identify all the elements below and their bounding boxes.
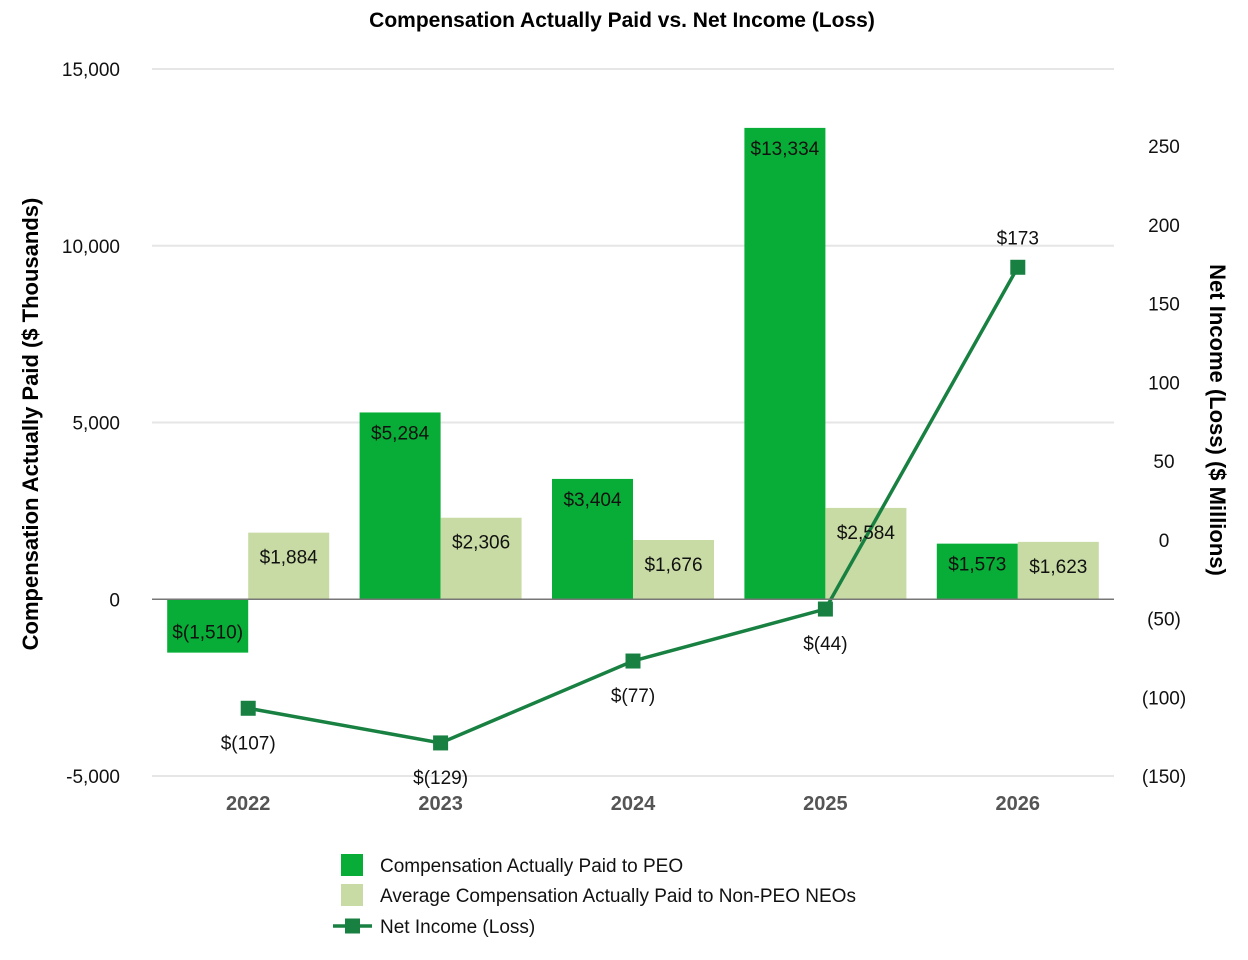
y2-axis-label: Net Income (Loss) ($ Millions) bbox=[1205, 264, 1230, 576]
bar-data-label: $13,334 bbox=[751, 139, 820, 160]
y2-tick-label: 100 bbox=[1148, 373, 1180, 394]
line-data-label: $(129) bbox=[413, 768, 468, 789]
bar-data-label: $1,623 bbox=[1029, 557, 1087, 578]
y-tick-label: 15,000 bbox=[62, 60, 120, 81]
grid-layer bbox=[152, 68, 1114, 777]
bar-data-label: $5,284 bbox=[371, 423, 430, 444]
y2-tick-label: 0 bbox=[1159, 531, 1170, 552]
line-data-label: $173 bbox=[997, 228, 1039, 249]
bar-data-label: $1,676 bbox=[644, 555, 702, 576]
y2-tick-label: (150) bbox=[1142, 767, 1186, 788]
legend-marker-swatch bbox=[345, 918, 360, 934]
bar-peo-2024 bbox=[552, 478, 633, 600]
x-tick-label: 2026 bbox=[996, 793, 1041, 815]
x-tick-label: 2025 bbox=[803, 793, 848, 815]
net-income-marker-2026 bbox=[1010, 259, 1026, 275]
bar-data-label: $(1,510) bbox=[172, 622, 243, 643]
bar-data-label: $2,584 bbox=[837, 523, 896, 544]
legend-swatch bbox=[341, 884, 363, 906]
y2-tick-label: 150 bbox=[1148, 295, 1180, 316]
axes-layer: 15,000 10,000 5,000 0 -5,000 250 200 150 100 50 0 (… bbox=[62, 60, 1186, 815]
legend-label: Average Compensation Actually Paid to No… bbox=[380, 886, 856, 907]
legend-label: Compensation Actually Paid to PEO bbox=[380, 856, 683, 877]
y-tick-label: -5,000 bbox=[66, 767, 120, 788]
x-tick-label: 2023 bbox=[418, 793, 463, 815]
bar-peo-2022 bbox=[167, 599, 249, 653]
line-data-label: $(44) bbox=[803, 634, 847, 655]
y-tick-label: 5,000 bbox=[72, 414, 120, 435]
bar-peo-2025 bbox=[744, 127, 826, 600]
chart-title: Compensation Actually Paid vs. Net Incom… bbox=[369, 9, 875, 32]
bar-data-label: $2,306 bbox=[452, 533, 510, 554]
bar-data-label: $1,884 bbox=[260, 548, 319, 569]
bar-data-label: $3,404 bbox=[563, 490, 622, 511]
bar-data-label: $1,573 bbox=[948, 555, 1006, 576]
bar-peo-2023 bbox=[359, 412, 441, 600]
legend-swatch bbox=[341, 854, 363, 876]
bar-peo-2026 bbox=[936, 543, 1018, 600]
y2-tick-label: (100) bbox=[1142, 688, 1186, 709]
y2-tick-label: 200 bbox=[1148, 216, 1180, 237]
legend-label: Net Income (Loss) bbox=[380, 917, 535, 938]
legend: Compensation Actually Paid to PEO Average… bbox=[333, 854, 856, 938]
line-layer bbox=[240, 259, 1026, 751]
line-data-label: $(107) bbox=[221, 733, 276, 754]
net-income-marker-2025 bbox=[817, 601, 833, 617]
y2-tick-label: (50) bbox=[1147, 610, 1181, 631]
line-data-label: $(77) bbox=[611, 686, 655, 707]
bar-non-peo-2026 bbox=[1017, 541, 1099, 600]
labels-layer: $(1,510) $5,284 $3,404 $13,334 $1,573 $1,884 $… bbox=[172, 139, 1087, 789]
net-income-marker-2024 bbox=[625, 653, 641, 669]
y2-tick-label: 50 bbox=[1153, 452, 1174, 473]
y-tick-label: 10,000 bbox=[62, 237, 120, 258]
y-axis-label: Compensation Actually Paid ($ Thousands) bbox=[18, 198, 43, 651]
bar-non-peo-2024 bbox=[633, 540, 714, 600]
net-income-marker-2022 bbox=[240, 700, 256, 716]
y-tick-label: 0 bbox=[109, 590, 120, 611]
x-tick-label: 2022 bbox=[226, 793, 271, 815]
x-tick-label: 2024 bbox=[611, 793, 656, 815]
y2-tick-label: 250 bbox=[1148, 137, 1180, 158]
bar-non-peo-2022 bbox=[248, 532, 330, 600]
bar-non-peo-2023 bbox=[440, 517, 522, 600]
net-income-marker-2023 bbox=[433, 735, 449, 751]
